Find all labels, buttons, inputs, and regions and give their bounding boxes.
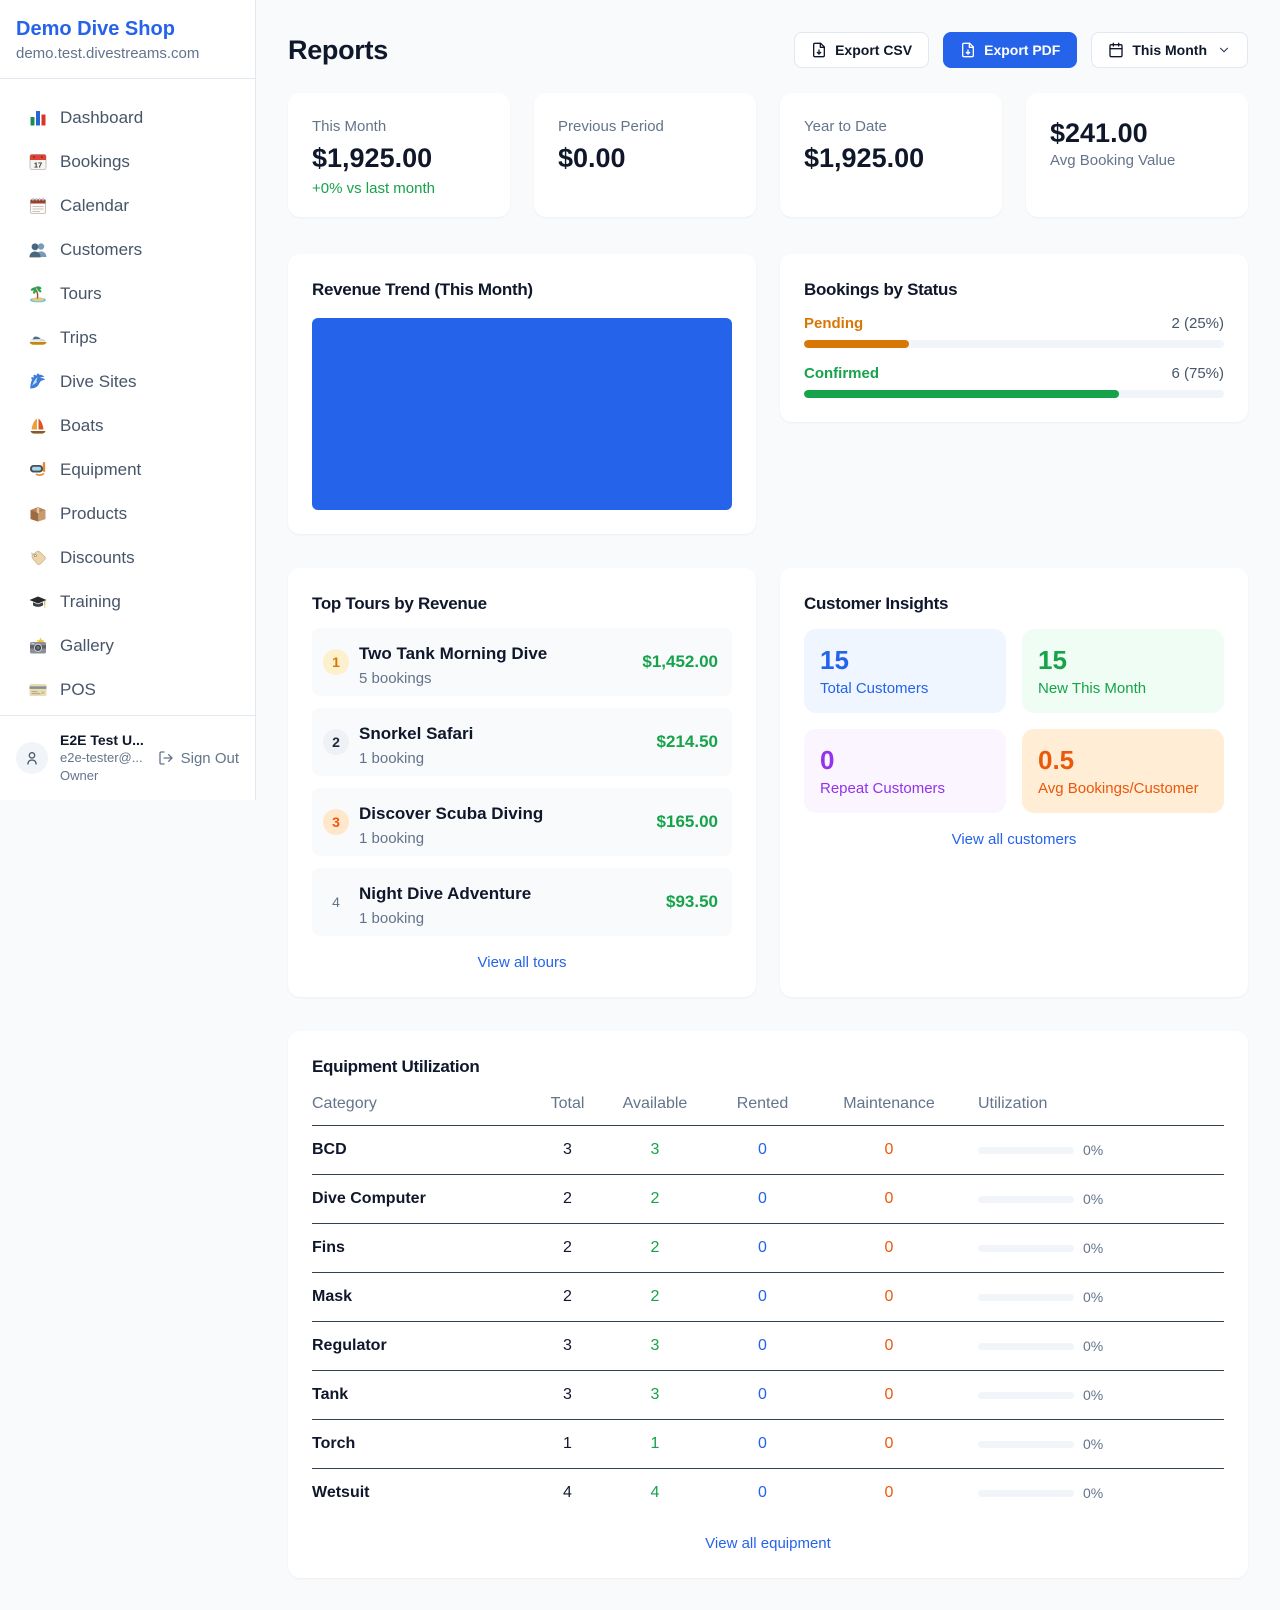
svg-text:17: 17 (34, 161, 42, 170)
